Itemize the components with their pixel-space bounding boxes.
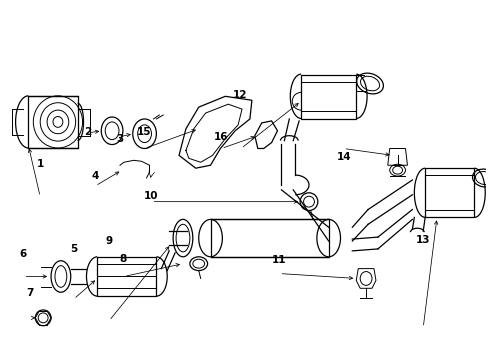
Text: 14: 14	[337, 152, 351, 162]
Text: 5: 5	[70, 244, 77, 254]
Polygon shape	[211, 219, 329, 257]
Text: 1: 1	[36, 159, 44, 169]
Polygon shape	[98, 257, 156, 296]
Polygon shape	[28, 96, 77, 148]
Text: 9: 9	[105, 236, 113, 246]
Text: 2: 2	[85, 127, 92, 137]
Polygon shape	[388, 148, 408, 165]
Polygon shape	[255, 121, 277, 148]
Text: 6: 6	[20, 249, 26, 260]
Text: 15: 15	[136, 127, 151, 137]
Text: 3: 3	[116, 134, 123, 144]
Text: 10: 10	[144, 191, 158, 201]
Text: 4: 4	[92, 171, 99, 181]
Text: 7: 7	[26, 288, 34, 298]
Polygon shape	[179, 96, 252, 168]
Polygon shape	[356, 269, 376, 288]
Text: 8: 8	[120, 254, 127, 264]
Text: 13: 13	[416, 235, 431, 245]
Text: 11: 11	[271, 255, 286, 265]
Text: 12: 12	[233, 90, 247, 100]
Polygon shape	[425, 168, 474, 217]
Text: 16: 16	[214, 132, 228, 143]
Polygon shape	[301, 75, 356, 119]
